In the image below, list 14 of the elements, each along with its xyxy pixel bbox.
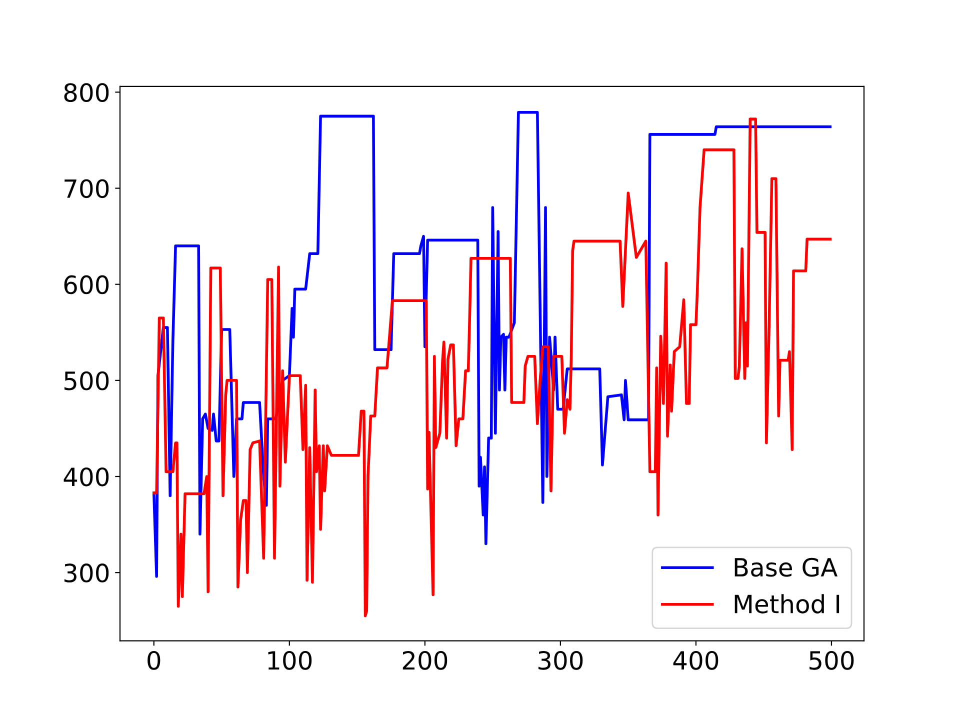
y-tick-label: 800	[64, 83, 109, 102]
y-tick-label: 400	[64, 467, 109, 486]
legend-label: Method I	[734, 594, 840, 614]
x-tick-label: 0	[148, 650, 160, 670]
y-tick-label: 300	[64, 564, 109, 582]
x-tick-label: 400	[673, 650, 718, 670]
x-tick-label: 200	[402, 650, 448, 670]
legend-label: Base GA	[734, 558, 838, 577]
y-tick-label: 700	[64, 179, 109, 198]
y-tick-label: 500	[64, 371, 109, 390]
x-tick-label: 500	[810, 650, 854, 670]
x-tick-label: 100	[268, 650, 312, 670]
x-tick-label: 300	[538, 650, 583, 670]
y-tick-label: 600	[64, 275, 109, 294]
